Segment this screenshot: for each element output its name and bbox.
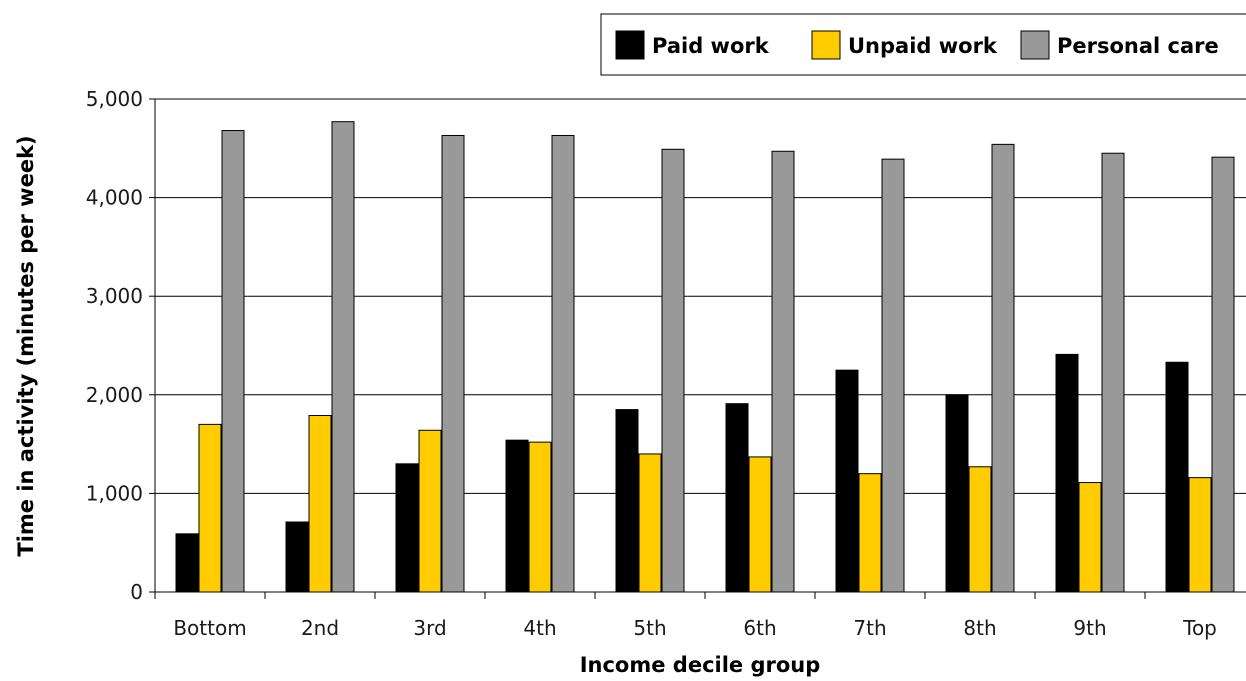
bar-paid-work xyxy=(1165,361,1189,593)
y-tick-label: 5,000 xyxy=(86,87,143,111)
bar-unpaid-work xyxy=(858,473,882,593)
legend-label-paid-work: Paid work xyxy=(652,34,770,58)
y-tick-labels: 0 1,000 2,000 3,000 4,000 5,000 xyxy=(86,87,143,604)
axes xyxy=(149,98,1246,599)
y-tick-label: 4,000 xyxy=(86,186,143,210)
legend-label-personal-care: Personal care xyxy=(1057,34,1219,58)
bar-unpaid-work xyxy=(418,429,442,593)
x-tick-label: 2nd xyxy=(301,616,339,640)
bar-unpaid-work xyxy=(748,456,772,593)
legend-label-unpaid-work: Unpaid work xyxy=(848,34,998,58)
x-tick-labels: Bottom 2nd 3rd 4th 5th 6th 7th 8th 9th Top xyxy=(173,616,1217,640)
legend-swatch-personal-care xyxy=(1020,30,1050,60)
x-tick-label: Top xyxy=(1182,616,1217,640)
x-tick-label: 9th xyxy=(1073,616,1106,640)
legend-frame xyxy=(600,13,1246,76)
bar-unpaid-work xyxy=(528,441,552,593)
bar-paid-work xyxy=(395,463,419,593)
legend-swatch-paid-work xyxy=(615,30,645,60)
bar-personal-care xyxy=(991,143,1015,593)
bar-personal-care xyxy=(551,134,575,593)
y-axis-title: Time in activity (minutes per week) xyxy=(14,135,38,556)
bar-paid-work xyxy=(505,439,529,593)
bar-personal-care xyxy=(1211,156,1235,593)
bar-personal-care xyxy=(221,130,245,593)
bar-paid-work xyxy=(175,533,199,593)
bar-personal-care xyxy=(661,148,685,593)
x-tick-label: 4th xyxy=(523,616,556,640)
x-tick-label: 5th xyxy=(633,616,666,640)
bar-paid-work xyxy=(725,403,749,593)
bars xyxy=(175,121,1235,593)
x-tick-label: 6th xyxy=(743,616,776,640)
bar-personal-care xyxy=(331,121,355,593)
legend: Paid work Unpaid work Personal care xyxy=(600,13,1246,76)
bar-unpaid-work xyxy=(198,423,222,593)
bar-personal-care xyxy=(881,158,905,593)
bar-personal-care xyxy=(1101,152,1125,593)
bar-paid-work xyxy=(945,394,969,593)
bar-paid-work xyxy=(835,369,859,593)
bar-paid-work xyxy=(285,521,309,593)
bar-paid-work xyxy=(1055,353,1079,593)
bar-paid-work xyxy=(615,409,639,593)
bar-unpaid-work xyxy=(638,453,662,593)
y-tick-label: 0 xyxy=(130,580,143,604)
x-axis-title: Income decile group xyxy=(580,653,821,677)
x-tick-label: 3rd xyxy=(413,616,446,640)
bar-unpaid-work xyxy=(1188,477,1212,593)
x-tick-label: 7th xyxy=(853,616,886,640)
bar-unpaid-work xyxy=(1078,482,1102,593)
y-tick-label: 2,000 xyxy=(86,383,143,407)
bar-personal-care xyxy=(771,150,795,593)
legend-swatch-unpaid-work xyxy=(811,30,841,60)
bar-personal-care xyxy=(441,134,465,593)
x-tick-label: 8th xyxy=(963,616,996,640)
bar-unpaid-work xyxy=(308,415,332,593)
y-tick-label: 1,000 xyxy=(86,481,143,505)
y-tick-label: 3,000 xyxy=(86,284,143,308)
x-tick-label: Bottom xyxy=(173,616,246,640)
bar-unpaid-work xyxy=(968,466,992,593)
